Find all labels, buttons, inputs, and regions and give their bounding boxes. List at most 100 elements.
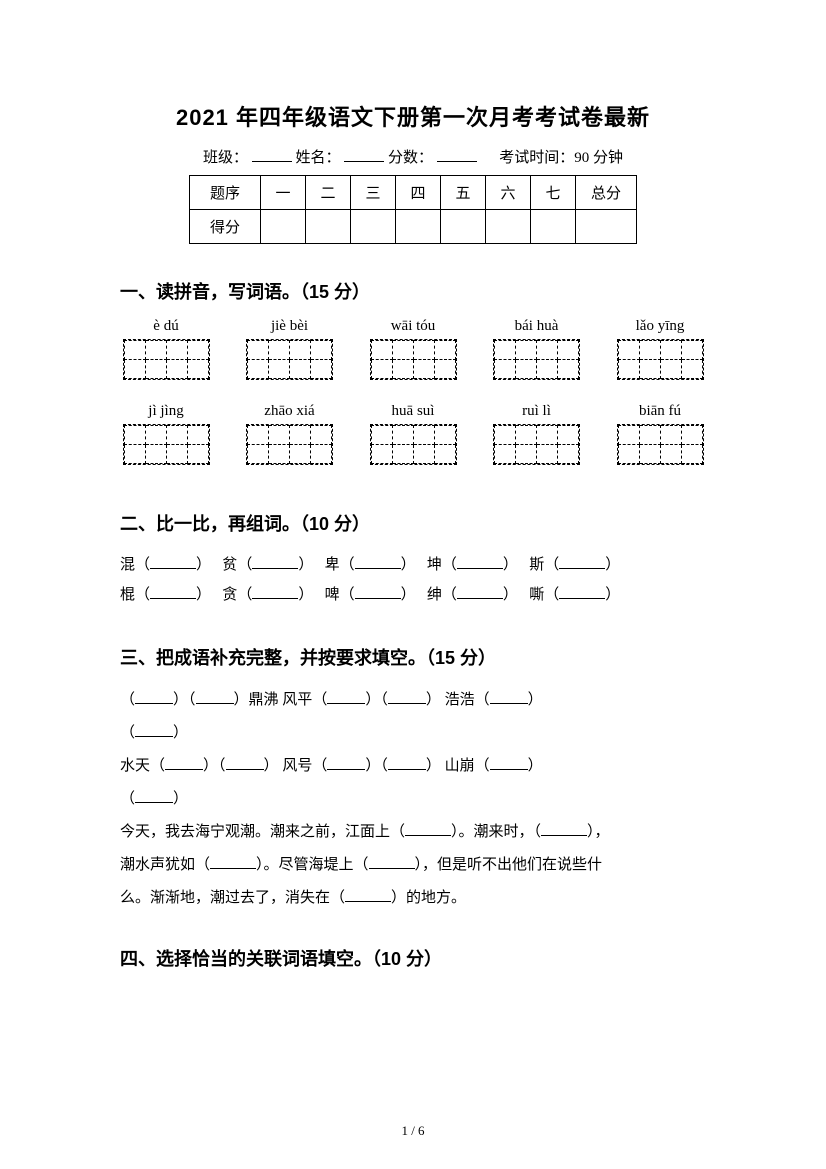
idiom-blank[interactable] (490, 691, 528, 704)
pair-blank[interactable] (559, 586, 605, 599)
pair-blank[interactable] (150, 556, 196, 569)
char-grid[interactable] (493, 339, 580, 380)
idiom-blank[interactable] (210, 856, 256, 869)
class-blank[interactable] (252, 147, 292, 162)
para-text: ）。尽管海堤上（ (256, 857, 369, 873)
char-grid[interactable] (617, 339, 704, 380)
pair-char: 坤 (427, 550, 442, 580)
pinyin-block: jì jìng (120, 403, 212, 470)
name-blank[interactable] (344, 147, 384, 162)
time-label: 考试时间：90 分钟 (499, 150, 623, 166)
th-label: 题序 (190, 176, 261, 210)
idiom-line: （） (120, 717, 706, 750)
th-2: 二 (306, 176, 351, 210)
idiom-blank[interactable] (135, 790, 173, 803)
th-6: 六 (486, 176, 531, 210)
pair-blank[interactable] (252, 586, 298, 599)
idiom-line: （） (120, 783, 706, 816)
idiom-blank[interactable] (226, 757, 264, 770)
idiom-text: 鼎沸 风平 (249, 692, 313, 708)
meta-line: 班级： 姓名： 分数： 考试时间：90 分钟 (120, 146, 706, 167)
score-cell[interactable] (351, 210, 396, 244)
char-grid[interactable] (246, 424, 333, 465)
th-3: 三 (351, 176, 396, 210)
score-cell[interactable] (396, 210, 441, 244)
score-cell[interactable] (306, 210, 351, 244)
idiom-blank[interactable] (327, 691, 365, 704)
score-cell[interactable] (441, 210, 486, 244)
idiom-blank[interactable] (541, 823, 587, 836)
pair-blank[interactable] (355, 556, 401, 569)
section-4-title: 四、选择恰当的关联词语填空。（10 分） (120, 945, 706, 971)
para-text: 今天，我去海宁观潮。潮来之前，江面上（ (120, 824, 405, 840)
para-text: 潮水声犹如（ (120, 857, 210, 873)
class-label: 班级： (203, 150, 248, 166)
pinyin-block: biān fú (614, 403, 706, 470)
idiom-blank[interactable] (405, 823, 451, 836)
para-text: ）， (587, 824, 610, 840)
score-cell[interactable] (576, 210, 637, 244)
idiom-blank[interactable] (135, 691, 173, 704)
score-cell[interactable] (531, 210, 576, 244)
pinyin-text: wāi tóu (367, 318, 459, 335)
idiom-blank[interactable] (388, 757, 426, 770)
idiom-paragraph: 潮水声犹如（ ）。尽管海堤上（ ），但是听不出他们在说些什 (120, 849, 706, 882)
pinyin-text: lǎo yīng (614, 318, 706, 335)
row2-label: 得分 (190, 210, 261, 244)
idiom-text: 水天 (120, 758, 150, 774)
pair-blank[interactable] (150, 586, 196, 599)
para-text: 么。渐渐地，潮过去了，消失在（ (120, 890, 345, 906)
idiom-blank[interactable] (135, 724, 173, 737)
pinyin-block: bái huà (491, 318, 583, 385)
pair-blank[interactable] (559, 556, 605, 569)
pair-blank[interactable] (252, 556, 298, 569)
char-grid[interactable] (370, 339, 457, 380)
pinyin-text: è dú (120, 318, 212, 335)
pinyin-row: jì jìng zhāo xiá huā suì ruì lì biān fú (120, 403, 706, 470)
pinyin-block: ruì lì (491, 403, 583, 470)
pinyin-text: zhāo xiá (244, 403, 336, 420)
idiom-text: 浩浩 (441, 692, 475, 708)
pair-char: 贪 (222, 580, 237, 610)
pinyin-row: è dú jiè bèi wāi tóu bái huà lǎo yīng (120, 318, 706, 385)
char-grid[interactable] (370, 424, 457, 465)
pinyin-text: jiè bèi (244, 318, 336, 335)
th-sum: 总分 (576, 176, 637, 210)
score-blank[interactable] (437, 147, 477, 162)
idiom-blank[interactable] (165, 757, 203, 770)
score-label: 分数： (388, 150, 433, 166)
idiom-blank[interactable] (369, 856, 415, 869)
pair-blank[interactable] (355, 586, 401, 599)
idiom-blank[interactable] (345, 889, 391, 902)
char-grid[interactable] (493, 424, 580, 465)
para-text: ），但是听不出他们在说些什 (415, 857, 603, 873)
idiom-blank[interactable] (327, 757, 365, 770)
page-title: 2021 年四年级语文下册第一次月考考试卷最新 (120, 100, 706, 132)
pair-char: 斯 (529, 550, 544, 580)
idiom-blank[interactable] (388, 691, 426, 704)
idiom-paragraph: 么。渐渐地，潮过去了，消失在（）的地方。 (120, 882, 706, 915)
pinyin-text: jì jìng (120, 403, 212, 420)
th-5: 五 (441, 176, 486, 210)
idiom-line: （）（）鼎沸 风平（）（） 浩浩（） (120, 684, 706, 717)
char-grid[interactable] (123, 424, 210, 465)
idiom-paragraph: 今天，我去海宁观潮。潮来之前，江面上（ ）。潮来时，（ ）， (120, 816, 706, 849)
idiom-blank[interactable] (196, 691, 234, 704)
idiom-line: 水天（）（） 风号（）（） 山崩（） (120, 750, 706, 783)
section-1-title: 一、读拼音，写词语。（15 分） (120, 278, 706, 304)
score-table: 题序 一 二 三 四 五 六 七 总分 得分 (189, 175, 637, 244)
char-grid[interactable] (246, 339, 333, 380)
page-footer: 1 / 6 (0, 1123, 826, 1139)
idiom-blank[interactable] (490, 757, 528, 770)
pair-blank[interactable] (457, 586, 503, 599)
idiom-text: 风号 (279, 758, 313, 774)
pinyin-text: ruì lì (491, 403, 583, 420)
score-cell[interactable] (486, 210, 531, 244)
th-4: 四 (396, 176, 441, 210)
th-1: 一 (261, 176, 306, 210)
score-cell[interactable] (261, 210, 306, 244)
char-grid[interactable] (123, 339, 210, 380)
char-grid[interactable] (617, 424, 704, 465)
para-text: ）。潮来时，（ (451, 824, 541, 840)
pair-blank[interactable] (457, 556, 503, 569)
